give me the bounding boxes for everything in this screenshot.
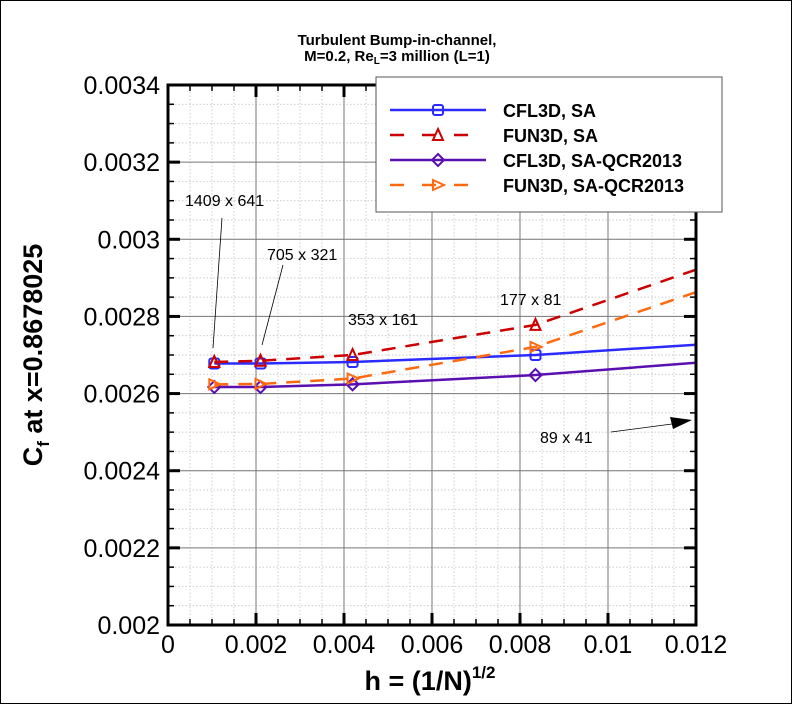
y-tick-label: 0.0022: [84, 535, 160, 563]
annotation-leader-1409: [212, 217, 223, 349]
x-tick-label: 0: [161, 631, 175, 659]
annotation-arrow-89: [610, 423, 673, 433]
annotation-705x321: 705 x 321: [267, 247, 337, 264]
axes: 0 0.002 0.004 0.006 0.008 0.01 0.0120.0020.002…: [84, 72, 728, 659]
y-axis-label: Cf at x=0.8678025: [18, 244, 53, 467]
y-tick-label: 0.002: [97, 612, 160, 640]
legend-label-0: CFL3D, SA: [503, 101, 596, 121]
triangle-marker: [431, 126, 445, 141]
y-tick-label: 0.0024: [84, 458, 161, 486]
annotation-leader-705: [261, 264, 284, 346]
grid: [167, 84, 697, 626]
annotation-1409x641: 1409 x 641: [185, 193, 264, 210]
triangle-marker: [207, 353, 221, 368]
annotations: 1409 x 641 705 x 321 353 x 161 177 x 81 …: [185, 193, 692, 447]
x-tick-label: 0.006: [401, 631, 464, 659]
right-triangle-marker: [529, 340, 544, 354]
legend-label-1: FUN3D, SA: [503, 126, 598, 146]
right-triangle-marker: [432, 178, 447, 192]
legend-label-3: FUN3D, SA-QCR2013: [503, 176, 684, 196]
triangle-marker: [528, 316, 543, 331]
diamond-marker: [430, 152, 446, 168]
annotation-353x161: 353 x 161: [348, 312, 418, 329]
x-tick-label: 0.002: [225, 631, 288, 659]
series-group: [206, 268, 696, 395]
legend: CFL3D, SA FUN3D, SA CFL3D, SA-QCR2013 FUN3D…: [375, 76, 723, 213]
y-tick-label: 0.0032: [84, 149, 160, 177]
x-tick-label: 0.008: [489, 631, 552, 659]
arrowhead-icon: [670, 417, 692, 429]
diamond-marker: [528, 367, 543, 383]
x-tick-label: 0.01: [584, 631, 633, 659]
annotation-177x81: 177 x 81: [500, 292, 561, 309]
x-axis-label: h = (1/N)1/2: [365, 663, 496, 696]
right-triangle-marker: [346, 371, 361, 386]
series-line-1: [214, 268, 696, 364]
square-marker: [432, 104, 444, 116]
annotation-89x41: 89 x 41: [540, 430, 593, 447]
series-line-2: [214, 361, 696, 389]
square-marker: [346, 355, 359, 368]
triangle-marker: [346, 346, 360, 361]
x-tick-label: 0.004: [313, 631, 376, 659]
chart-title-line1: Turbulent Bump-in-channel,: [298, 32, 497, 49]
triangle-marker: [253, 352, 268, 367]
series-line-3: [214, 290, 696, 386]
legend-label-2: CFL3D, SA-QCR2013: [503, 151, 682, 171]
series-line-0: [214, 343, 696, 365]
chart-title-line2: M=0.2, ReL=3 million (L=1): [304, 48, 490, 67]
x-tick-label: 0.012: [665, 631, 728, 659]
y-tick-label: 0.003: [97, 226, 160, 254]
y-tick-label: 0.0034: [84, 72, 161, 100]
y-tick-label: 0.0028: [84, 303, 160, 331]
y-tick-label: 0.0026: [84, 381, 160, 409]
square-marker: [208, 357, 221, 370]
right-triangle-marker: [254, 377, 269, 391]
right-triangle-marker: [208, 377, 223, 391]
